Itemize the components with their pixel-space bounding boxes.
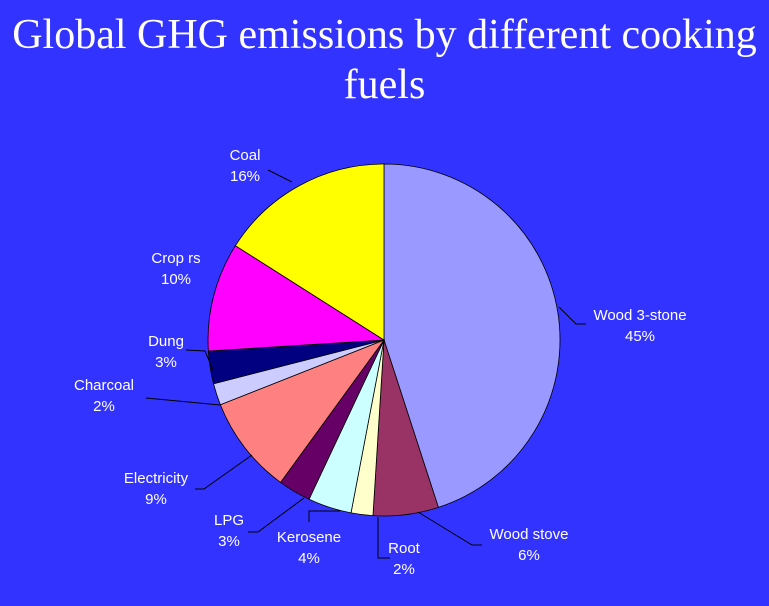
leader-line <box>195 454 253 490</box>
pie-slice-wood-3-stone <box>383 163 561 508</box>
slice-value-label: 2% <box>93 398 115 415</box>
slice-label: Wood 3-stone <box>593 307 686 324</box>
slice-label: Dung <box>148 333 184 350</box>
leader-line <box>145 397 221 406</box>
slice-value-label: 45% <box>625 328 655 345</box>
pie-slice-electricity <box>219 339 386 483</box>
slice-label: Coal <box>230 147 261 164</box>
leader-line <box>185 349 214 371</box>
slice-value-label: 3% <box>218 533 240 550</box>
slice-value-label: 2% <box>393 561 415 578</box>
leader-line <box>417 511 482 546</box>
slice-label: Electricity <box>124 470 189 487</box>
slice-value-label: 3% <box>155 354 177 371</box>
leader-line <box>558 306 586 325</box>
slice-label: Root <box>388 540 421 557</box>
slice-label: LPG <box>214 512 244 529</box>
slice-value-label: 10% <box>161 271 191 288</box>
slice-label: Charcoal <box>74 377 134 394</box>
slice-label: Crop rs <box>151 250 200 267</box>
slice-label: Wood stove <box>490 526 569 543</box>
slice-value-label: 16% <box>230 168 260 185</box>
pie-slice-crop-rs <box>207 245 386 352</box>
chart-title: Global GHG emissions by different cookin… <box>12 12 757 108</box>
pie-slice-coal <box>234 163 385 341</box>
slice-label: Kerosene <box>277 529 341 546</box>
leader-line <box>377 517 390 559</box>
leader-line <box>248 497 305 533</box>
slice-value-label: 9% <box>145 491 167 508</box>
leader-line <box>267 169 293 183</box>
slice-value-label: 4% <box>298 550 320 567</box>
slice-value-label: 6% <box>518 547 540 564</box>
leader-line <box>308 510 340 522</box>
